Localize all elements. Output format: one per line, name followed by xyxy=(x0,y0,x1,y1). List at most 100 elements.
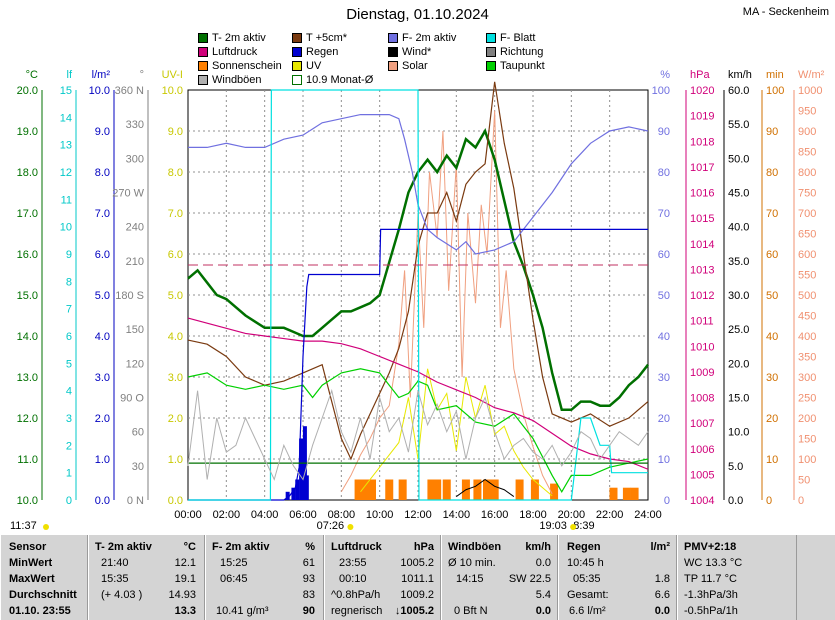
sun-tick-label: 70 xyxy=(766,208,778,220)
press-tick-label: 1019 xyxy=(690,111,714,123)
sonnenschein-bar xyxy=(442,479,451,500)
dir-unit-label: ° xyxy=(140,69,144,81)
wind-tick-label: 10.0 xyxy=(728,427,749,439)
press-min-time: 23:55 xyxy=(339,557,367,569)
solar-axis: 1000950900850800750700650600550500450400… xyxy=(793,69,825,507)
rain-max-value: 1.8 xyxy=(654,573,670,585)
hum-tick-label: 30 xyxy=(658,372,670,384)
sonnenschein-bar xyxy=(385,479,394,500)
solar-tick-label: 100 xyxy=(798,454,816,466)
legend-item-regen: Regen xyxy=(292,46,338,58)
legend-label: Wind* xyxy=(402,46,432,58)
leaf-tick-label: 9 xyxy=(66,249,72,261)
legend-swatch xyxy=(292,33,302,43)
wind-tick-label: 15.0 xyxy=(728,393,749,405)
temp-tick-label: 20.0 xyxy=(17,85,38,97)
legend-item-t-2m-aktiv: T- 2m aktiv xyxy=(198,32,266,44)
sun-icon xyxy=(347,524,354,530)
regenmenge-bar xyxy=(285,491,290,500)
legend-item-f-2m-aktiv: F- 2m aktiv xyxy=(388,32,456,44)
press-tick-label: 1005 xyxy=(690,469,714,481)
uv-tick-label: 5.0 xyxy=(168,290,183,302)
hum-avg-value: 83 xyxy=(302,589,315,601)
sun-unit-label: min xyxy=(766,69,784,81)
solar-tick-label: 1000 xyxy=(798,85,822,97)
regenmenge-bar xyxy=(304,475,309,500)
dir-tick-label: 30 xyxy=(132,461,144,473)
uv-axis: 10.0 9.0 8.0 7.0 6.0 5.0 4.0 3.0 2.0 1.0 0.0 UV-I xyxy=(162,69,183,507)
legend-label: 10.9 Monat-Ø xyxy=(306,74,374,86)
solar-tick-label: 300 xyxy=(798,372,816,384)
solar-tick-label: 600 xyxy=(798,249,816,261)
luftdruck-series xyxy=(187,317,649,470)
hum-max-time: 06:45 xyxy=(220,573,248,585)
legend-label: Solar xyxy=(402,60,428,72)
hum-tick-label: 40 xyxy=(658,331,670,343)
daylight-duration: 8:39 xyxy=(573,520,594,532)
legend-swatch xyxy=(388,33,398,43)
uv-tick-label: 9.0 xyxy=(168,126,183,138)
solar-tick-label: 350 xyxy=(798,352,816,364)
hum-tick-label: 50 xyxy=(658,290,670,302)
chart-title: Dienstag, 01.10.2024 xyxy=(346,6,489,23)
legend-item-wind: Wind* xyxy=(388,46,431,58)
dir-tick-label: 60 xyxy=(132,427,144,439)
rain-total-value: 6.6 xyxy=(654,589,670,601)
x-tick-label: 06:00 xyxy=(289,509,317,521)
legend-swatch xyxy=(292,75,302,85)
press-unit-label: hPa xyxy=(690,69,710,81)
leaf-unit-label: lf xyxy=(67,69,73,81)
leaf-tick-label: 0 xyxy=(66,495,72,507)
press-tick-label: 1016 xyxy=(690,188,714,200)
solar-tick-label: 900 xyxy=(798,126,816,138)
rain-tick-label: 6.0 xyxy=(95,249,110,261)
statistics-footer: Sensor MinWert MaxWert Durchschnitt 01.1… xyxy=(0,535,835,620)
uv-tick-label: 10.0 xyxy=(162,85,183,97)
dir-axis: 360 N 330 300 270 W 240 210 180 S 150 120 90 O 60 3… xyxy=(112,69,149,507)
pressure-panel: Luftdruck hPa 23:55 1005.2 00:10 1011.1 … xyxy=(324,535,441,620)
sun-markers: 07:26 19:03 8:39 11:37 xyxy=(10,520,595,532)
rain-tick-label: 8.0 xyxy=(95,167,110,179)
rain-unit: l/m² xyxy=(650,541,670,553)
sun-tick-label: 90 xyxy=(766,126,778,138)
uv-series xyxy=(360,368,553,497)
dir-tick-label: 300 xyxy=(126,153,144,165)
t-5cm-series xyxy=(187,81,649,461)
wind-tick-label: 45.0 xyxy=(728,188,749,200)
pmv-panel: PMV+2:18 WC 13.3 °C TP 11.7 °C -1.3hPa/3… xyxy=(677,535,797,620)
temp-tick-label: 16.0 xyxy=(17,249,38,261)
wind-current: 0.0 xyxy=(535,605,551,617)
legend-swatch xyxy=(198,75,208,85)
press-tick-label: 1015 xyxy=(690,213,714,225)
rain-tick-label: 2.0 xyxy=(95,413,110,425)
sunset-time: 19:03 xyxy=(539,520,567,532)
legend-label: Regen xyxy=(306,46,339,58)
dir-tick-label: 360 N xyxy=(115,85,144,97)
solar-tick-label: 800 xyxy=(798,167,816,179)
leaf-tick-label: 2 xyxy=(66,440,72,452)
regenmenge-bar xyxy=(291,487,296,500)
sun-tick-label: 60 xyxy=(766,249,778,261)
min-label: MinWert xyxy=(9,557,53,569)
temp-unit: °C xyxy=(183,541,196,553)
uv-tick-label: 3.0 xyxy=(168,372,183,384)
wind-avg-label: Ø 10 min. xyxy=(448,557,496,569)
wind-mean-value: 5.4 xyxy=(535,589,551,601)
x-tick-label: 08:00 xyxy=(328,509,356,521)
press-axis: 1020 1019 1018 1017 1016 1015 1014 1013 1012 1011… xyxy=(685,69,714,507)
rain-tick-label: 7.0 xyxy=(95,208,110,220)
press-tick-label: 1006 xyxy=(690,444,714,456)
hum-current: 90 xyxy=(302,605,315,617)
hum-tick-label: 70 xyxy=(658,208,670,220)
temp-min-time: 21:40 xyxy=(101,557,129,569)
temp-avg-value: 14.93 xyxy=(168,589,196,601)
rain-today: 6.6 l/m² xyxy=(569,605,606,617)
dir-tick-label: 120 xyxy=(126,358,144,370)
sonnenschein-bar xyxy=(609,487,618,500)
legend-item-10-9-monat: 10.9 Monat-Ø xyxy=(292,74,373,86)
temp-tick-label: 13.0 xyxy=(17,372,38,384)
wind-tick-label: 55.0 xyxy=(728,119,749,131)
leaf-tick-label: 5 xyxy=(66,358,72,370)
legend-item-richtung: Richtung xyxy=(486,46,543,58)
